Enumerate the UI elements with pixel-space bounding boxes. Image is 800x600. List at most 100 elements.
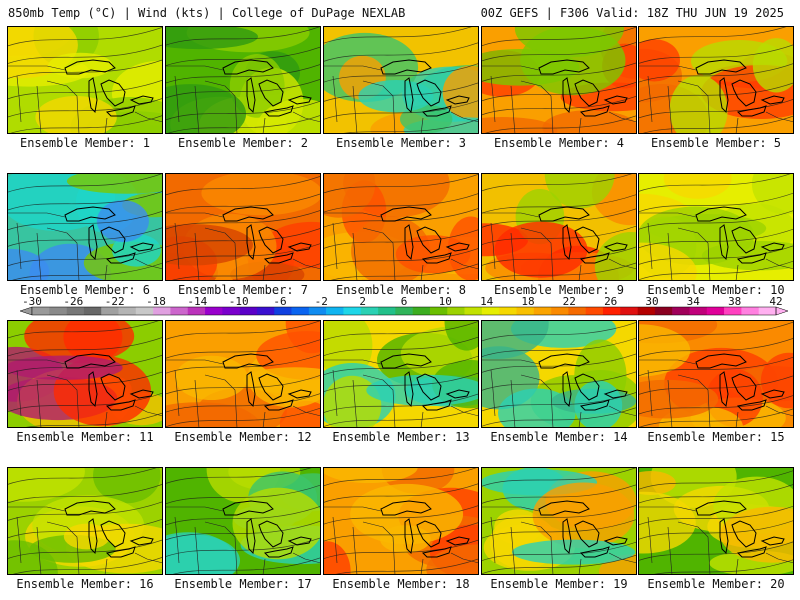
colorbar-swatch [672, 307, 690, 315]
isotach-line [638, 260, 794, 281]
isotach-line [481, 484, 637, 505]
ensemble-member-panel: Ensemble Member: 18 [323, 467, 479, 591]
ensemble-member-panel: Ensemble Member: 6 [7, 173, 163, 297]
isotach-line [638, 245, 794, 266]
colorbar-tick-label: -30 [22, 297, 42, 308]
colorbar-left-arrow [20, 306, 33, 316]
temperature-contour-fill [350, 483, 464, 545]
isotach-line [638, 541, 794, 562]
isotach-line [481, 541, 637, 562]
great-lakes-outline [719, 371, 729, 408]
isotach-line [638, 337, 794, 358]
great-lakes-outline [603, 95, 628, 105]
political-border [292, 258, 321, 270]
ensemble-member-panel: Ensemble Member: 4 [481, 26, 637, 150]
colorbar-swatch [758, 307, 777, 315]
political-border [46, 227, 80, 281]
colorbar-swatch [205, 307, 223, 315]
political-border [174, 75, 180, 123]
ensemble-member-label: Ensemble Member: 12 [174, 430, 312, 444]
great-lakes-outline [579, 252, 610, 264]
temperature-map [481, 173, 637, 281]
political-border [735, 264, 739, 281]
political-border [490, 222, 496, 270]
great-lakes-outline [222, 353, 274, 369]
political-border [765, 111, 794, 123]
temperature-map [165, 467, 321, 575]
political-border [262, 411, 266, 428]
political-border [204, 374, 238, 428]
isotach-line [7, 336, 163, 357]
temperature-contour-fill [229, 54, 285, 118]
colorbar-swatch [602, 307, 621, 315]
ensemble-member-label: Ensemble Member: 15 [647, 430, 785, 444]
political-border [174, 369, 180, 417]
colorbar-tick-label: -18 [146, 297, 166, 308]
colorbar-tick-label: 6 [401, 297, 408, 308]
ensemble-member-label: Ensemble Member: 17 [174, 577, 312, 591]
colorbar-swatch [256, 307, 275, 315]
temperature-contour-fill [444, 320, 479, 351]
great-lakes-outline [100, 226, 126, 254]
isotach-line [638, 505, 794, 526]
ensemble-member-label: Ensemble Member: 9 [493, 283, 625, 297]
political-border [578, 117, 582, 134]
ensemble-member-label: Ensemble Member: 10 [647, 283, 785, 297]
isotach-line [481, 353, 637, 374]
political-border [36, 526, 42, 575]
ensemble-member-panel: Ensemble Member: 20 [638, 467, 794, 591]
colorbar-tick-label: -14 [187, 297, 207, 308]
political-border [165, 212, 224, 218]
panel-frame [638, 26, 794, 134]
great-lakes-outline [105, 105, 136, 117]
ensemble-member-panel: Ensemble Member: 8 [323, 173, 479, 297]
isotach-line [323, 539, 479, 560]
great-lakes-outline [246, 224, 256, 261]
great-lakes-outline [695, 206, 747, 222]
political-border [104, 411, 108, 428]
political-border [450, 111, 479, 123]
isotach-line [323, 336, 479, 357]
isotach-line [165, 407, 321, 428]
political-border [134, 405, 163, 417]
great-lakes-outline [263, 252, 294, 264]
isotach-line [638, 173, 794, 193]
great-lakes-outline [538, 500, 590, 516]
colorbar-swatch [187, 307, 206, 315]
panel-frame [165, 467, 321, 575]
isotach-line [165, 505, 321, 526]
great-lakes-outline [88, 518, 98, 555]
isotach-line [481, 321, 637, 342]
temperature-contour-fill [7, 467, 85, 502]
great-lakes-outline [731, 373, 757, 401]
political-border [174, 222, 180, 270]
header-run-info: 00Z GEFS | F306 Valid: 18Z THU JUN 19 20… [480, 6, 784, 20]
colorbar-swatch [395, 307, 413, 315]
isotach-line [323, 173, 479, 194]
colorbar-swatch [481, 307, 500, 315]
political-border [16, 75, 22, 123]
isotach-line [323, 467, 479, 487]
great-lakes-outline [100, 373, 126, 401]
isotach-line [165, 114, 321, 134]
great-lakes-outline [88, 77, 98, 114]
political-border [204, 80, 238, 134]
colorbar-swatch [118, 307, 137, 315]
panel-frame [481, 320, 637, 428]
isotach-line [323, 247, 479, 268]
colorbar-swatch [135, 307, 154, 315]
political-border [765, 552, 794, 564]
isotach-line [165, 242, 321, 263]
ensemble-member-label: Ensemble Member: 2 [177, 136, 309, 150]
colorbar-swatch [101, 307, 119, 315]
great-lakes-outline [380, 353, 432, 369]
colorbar-tick-label: 22 [563, 297, 576, 308]
political-border [647, 222, 653, 270]
political-border [510, 232, 516, 281]
political-border [7, 65, 66, 71]
isotach-line [323, 192, 479, 213]
political-border [134, 258, 163, 270]
isotach-line [638, 98, 794, 119]
political-border [490, 369, 496, 417]
temperature-contour-fill [400, 104, 453, 134]
